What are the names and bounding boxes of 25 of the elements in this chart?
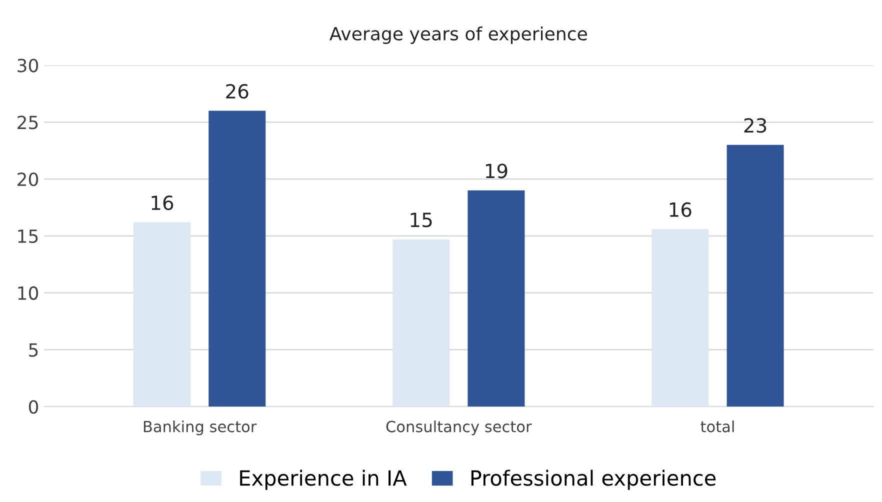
legend-label: Professional experience <box>471 470 716 490</box>
data-label: 15 <box>410 212 432 228</box>
bar <box>726 144 784 407</box>
data-label: 23 <box>744 118 766 133</box>
y-tick-label: 0 <box>28 400 38 414</box>
y-tick-label: 25 <box>18 116 38 130</box>
y-tick-label: 5 <box>29 343 38 357</box>
bar <box>392 239 450 407</box>
bar <box>468 190 525 407</box>
legend-label: Experience in IA <box>240 470 407 490</box>
bar <box>133 222 190 407</box>
data-label: 16 <box>670 202 692 218</box>
x-tick-label: Banking sector <box>144 420 257 436</box>
bar <box>652 229 709 407</box>
data-label: 19 <box>486 164 508 178</box>
chart-title: Average years of experience <box>330 26 587 44</box>
y-tick-label: 15 <box>18 230 38 244</box>
data-label: 16 <box>152 195 174 210</box>
y-tick-label: 10 <box>18 286 38 300</box>
x-tick-label: Consultancy sector <box>386 420 532 436</box>
bar <box>208 110 266 407</box>
x-tick-label: total <box>700 420 734 432</box>
y-tick-label: 30 <box>18 58 38 72</box>
data-label: 26 <box>226 84 248 99</box>
y-tick-label: 20 <box>18 172 38 186</box>
